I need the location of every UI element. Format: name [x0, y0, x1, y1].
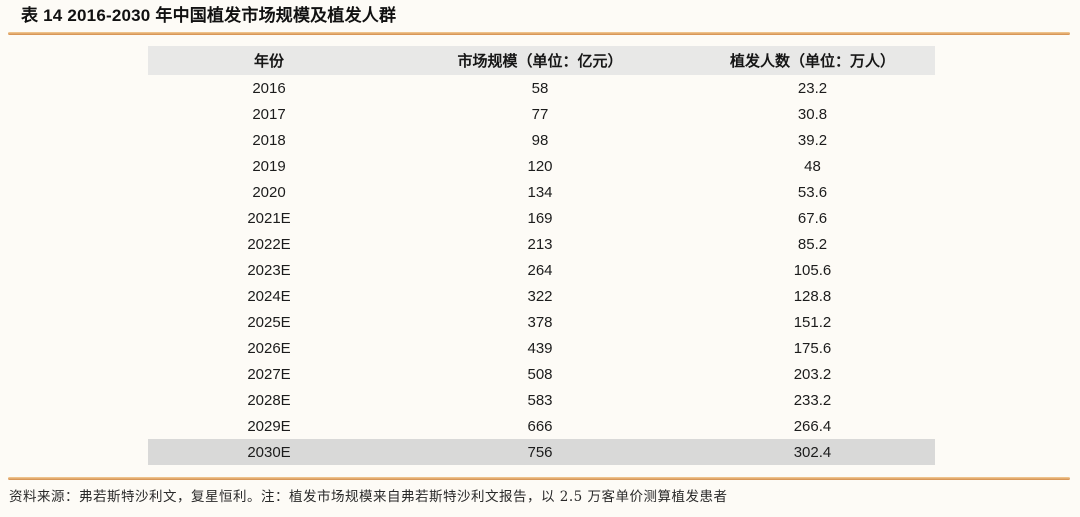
table-cell: 583: [527, 391, 553, 409]
table-cell: 67.6: [797, 209, 828, 227]
column-header-year: 年份: [148, 46, 390, 75]
table-cell: 302.4: [690, 439, 935, 465]
market-size-table: 年份 市场规模（单位：亿元） 植发人数（单位：万人） 2016 58 23.2 201…: [148, 46, 935, 465]
top-accent-line: [8, 32, 1070, 35]
table-cell: 2017: [252, 105, 286, 123]
table-cell: 203.2: [793, 365, 832, 383]
table-cell: 77: [531, 105, 549, 123]
table-cell: 175.6: [793, 339, 832, 357]
bottom-accent-line: [8, 477, 1070, 480]
table-row: 2025E 378 151.2: [148, 309, 935, 335]
table-cell: 2020: [252, 183, 286, 201]
table-cell: 2024E: [247, 287, 291, 305]
table-cell: 48: [804, 157, 821, 175]
table-cell: 2016: [252, 79, 286, 97]
table-cell: 213: [527, 235, 553, 253]
table-cell: 2028E: [247, 391, 291, 409]
table-body: 2016 58 23.2 2017 77 30.8 2018 98 39.2 2019 120 48 2…: [148, 75, 935, 465]
table-cell: 756: [390, 439, 690, 465]
table-cell: 169: [527, 209, 553, 227]
table-cell: 2029E: [247, 417, 291, 435]
table-row: 2017 77 30.8: [148, 101, 935, 127]
table-row: 2030E 756 302.4: [148, 439, 935, 465]
column-header-market-size: 市场规模（单位：亿元）: [390, 46, 690, 75]
table-cell: 2019: [252, 157, 286, 175]
table-cell: 2027E: [247, 365, 291, 383]
table-cell: 666: [527, 417, 553, 435]
table-cell: 322: [527, 287, 553, 305]
column-header-transplant-population: 植发人数（单位：万人）: [690, 46, 935, 75]
table-cell: 120: [527, 157, 553, 175]
table-cell: 378: [527, 313, 553, 331]
table-cell: 128.8: [793, 287, 832, 305]
table-row: 2020 134 53.6: [148, 179, 935, 205]
table-cell: 30.8: [797, 105, 828, 123]
table-cell: 2023E: [247, 261, 291, 279]
table-row: 2026E 439 175.6: [148, 335, 935, 361]
table-cell: 2026E: [247, 339, 291, 357]
table-row: 2021E 169 67.6: [148, 205, 935, 231]
table-cell: 105.6: [793, 261, 832, 279]
table-cell: 2022E: [247, 235, 291, 253]
table-row: 2023E 264 105.6: [148, 257, 935, 283]
table-cell: 85.2: [797, 235, 828, 253]
table-cell: 23.2: [797, 79, 828, 97]
table-cell: 53.6: [797, 183, 828, 201]
table-header-row: 年份 市场规模（单位：亿元） 植发人数（单位：万人）: [148, 46, 935, 75]
table-cell: 98: [531, 131, 549, 149]
table-cell: 39.2: [797, 131, 828, 149]
table-row: 2022E 213 85.2: [148, 231, 935, 257]
table-cell: 58: [531, 79, 549, 97]
table-row: 2024E 322 128.8: [148, 283, 935, 309]
table-row: 2028E 583 233.2: [148, 387, 935, 413]
table-cell: 2018: [252, 131, 286, 149]
table-row: 2016 58 23.2: [148, 75, 935, 101]
table-cell: 264: [527, 261, 553, 279]
table-cell: 2021E: [247, 209, 291, 227]
table-row: 2018 98 39.2: [148, 127, 935, 153]
source-note: 资料来源：弗若斯特沙利文，复星恒利。注：植发市场规模来自弗若斯特沙利文报告，以 …: [9, 489, 728, 505]
table-row: 2029E 666 266.4: [148, 413, 935, 439]
table-row: 2027E 508 203.2: [148, 361, 935, 387]
table-title: 表 14 2016-2030 年中国植发市场规模及植发人群: [21, 6, 397, 25]
table-cell: 134: [527, 183, 553, 201]
table-row: 2019 120 48: [148, 153, 935, 179]
table-cell: 266.4: [793, 417, 832, 435]
table-cell: 2025E: [247, 313, 291, 331]
table-cell: 233.2: [793, 391, 832, 409]
table-cell: 151.2: [793, 313, 832, 331]
table-cell: 439: [527, 339, 553, 357]
table-cell: 508: [527, 365, 553, 383]
table-cell: 2030E: [148, 439, 390, 465]
